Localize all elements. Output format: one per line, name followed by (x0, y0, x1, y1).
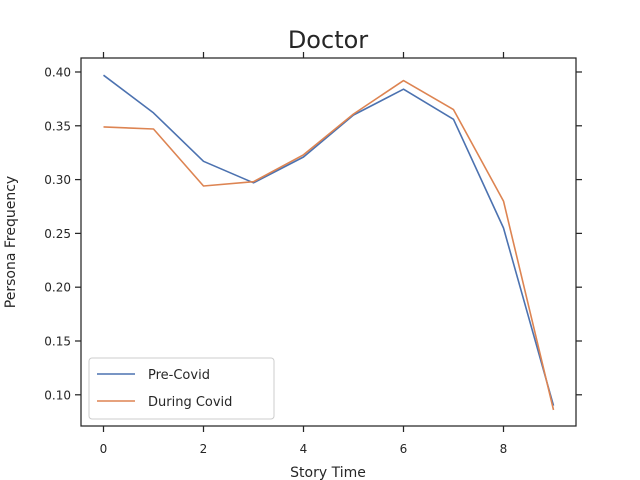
legend-box (88, 357, 275, 420)
x-tick-label: 2 (200, 442, 208, 456)
x-tick-label: 6 (400, 442, 408, 456)
series-line-pre-covid (103, 74, 555, 406)
x-axis-label: Story Time (290, 465, 366, 480)
y-tick-label: 0.40 (44, 65, 71, 79)
series-layer (103, 74, 555, 411)
chart-title: Doctor (288, 26, 368, 54)
y-tick-label: 0.30 (44, 173, 71, 187)
y-axis-label: Persona Frequency (3, 176, 19, 308)
legend: Pre-Covid During Covid (88, 357, 275, 420)
legend-label-during-covid: During Covid (148, 395, 232, 410)
y-tick-label: 0.35 (44, 119, 71, 133)
x-tick-label: 4 (300, 442, 308, 456)
plot-frame (80, 57, 577, 427)
x-tick-label: 0 (100, 442, 108, 456)
series-line-during-covid (103, 79, 555, 411)
y-tick-label: 0.20 (44, 281, 71, 295)
ticks-layer: 0 2 4 6 8 0.10 0.15 0.20 0.25 0.30 0.35 0.40 (44, 52, 582, 456)
legend-items: Pre-Covid During Covid (97, 368, 232, 410)
legend-label-pre-covid: Pre-Covid (148, 368, 210, 383)
x-tick-label: 8 (500, 442, 508, 456)
y-tick-label: 0.25 (44, 227, 71, 241)
y-tick-label: 0.10 (44, 388, 71, 402)
y-tick-label: 0.15 (44, 334, 71, 348)
